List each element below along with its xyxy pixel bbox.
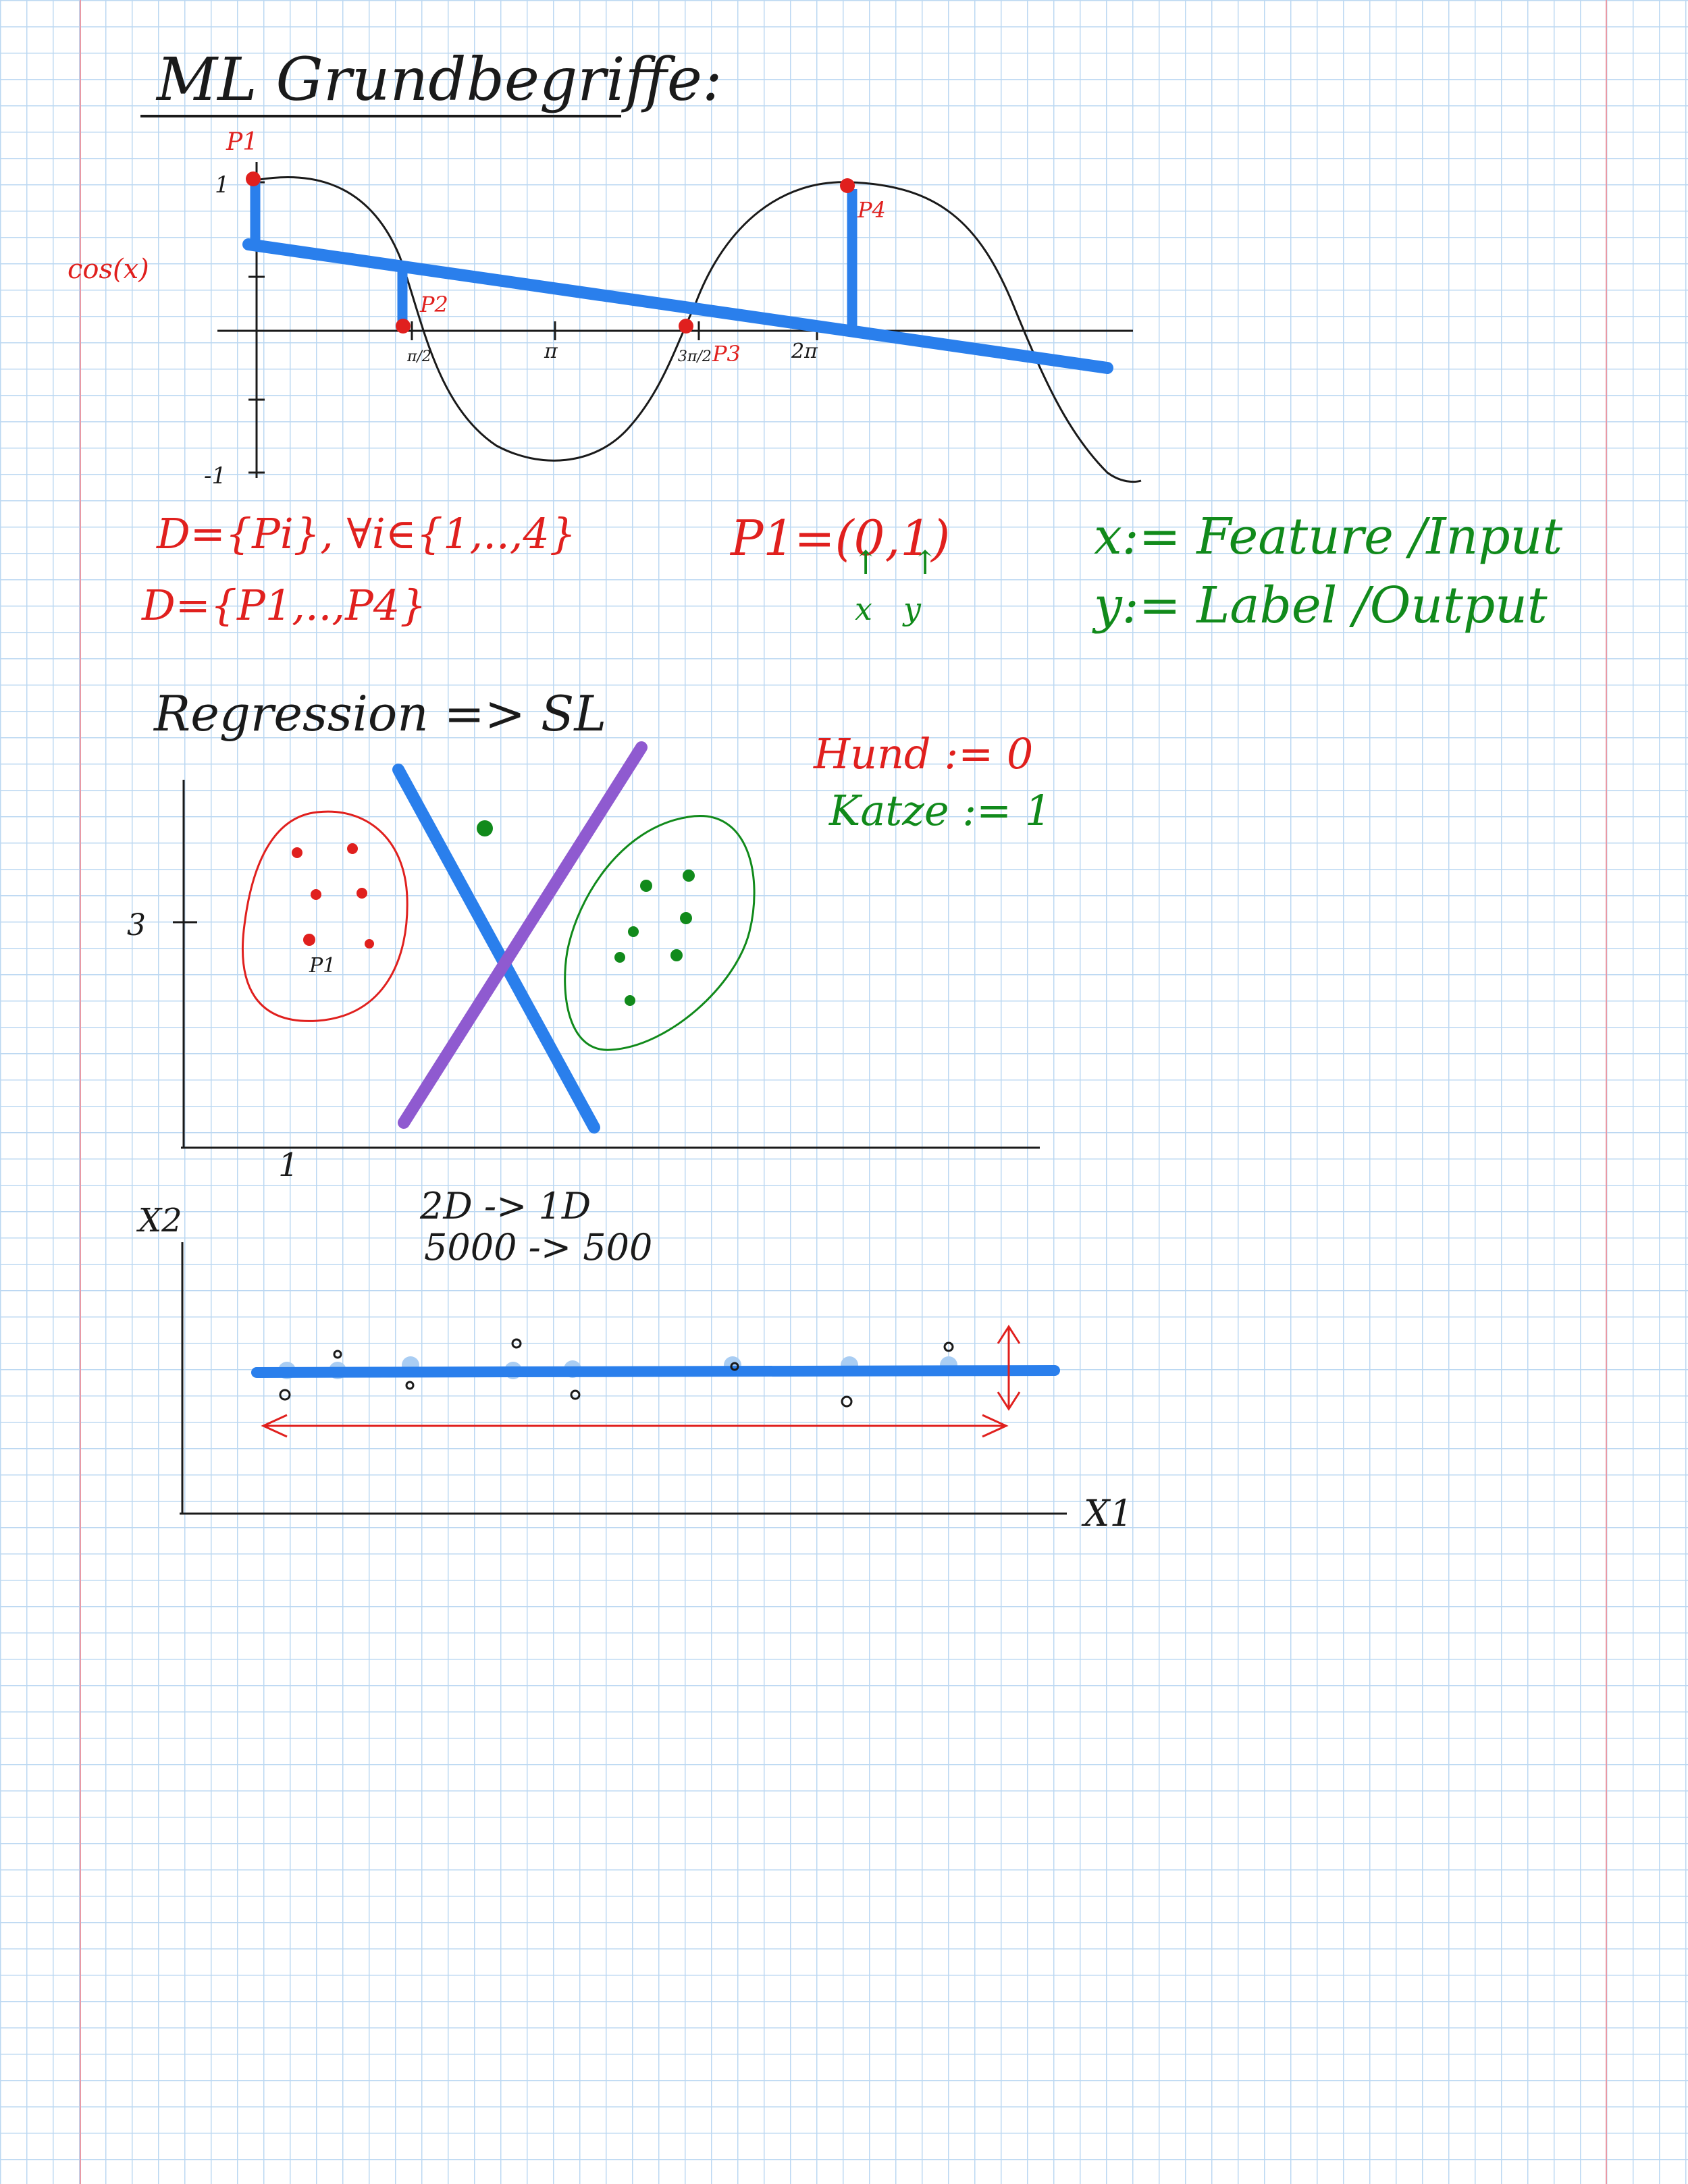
spread-arrow-head-right — [982, 1414, 1009, 1438]
katze-point — [680, 912, 692, 924]
projection-plot: X2 X1 — [136, 1202, 1133, 1535]
scatter-y-tick-label: 3 — [127, 908, 146, 942]
variance-arrow-head-bottom — [997, 1391, 1021, 1411]
dataset-list: D={P1,..,P4} — [141, 581, 427, 630]
cos-y-axis-label: cos(x) — [68, 254, 149, 285]
katze-point — [614, 952, 625, 963]
cos-point-label-p2: P2 — [419, 292, 448, 317]
left-margin-line — [80, 0, 81, 2184]
blue-separator-line — [392, 764, 600, 1134]
projection-x-axis-label: X1 — [1081, 1492, 1133, 1535]
point-example: P1=(0,1) — [729, 510, 950, 566]
dimension-reduction-note: 2D -> 1D — [419, 1185, 591, 1227]
hund-cluster-outline — [242, 810, 408, 1022]
hund-point — [347, 843, 358, 854]
cos-point-label-p4: P4 — [857, 197, 886, 223]
point-y-label: y — [902, 591, 922, 627]
label-definition: y:= Label /Output — [1092, 577, 1548, 635]
point-x-arrow: ↑ — [852, 544, 879, 582]
cos-point-p1 — [246, 171, 261, 186]
katze-point — [628, 926, 639, 937]
x-tick-label-pi-half: π/2 — [406, 348, 431, 365]
hund-point — [357, 888, 367, 899]
katze-definition: Katze := 1 — [828, 786, 1051, 835]
count-reduction-note: 5000 -> 500 — [424, 1226, 652, 1269]
cosine-curve — [250, 176, 1142, 483]
original-point — [511, 1338, 522, 1349]
variance-arrow-head-top — [997, 1325, 1021, 1344]
cos-point-p3 — [679, 319, 693, 334]
projection-line — [251, 1365, 1060, 1378]
feature-definition: x:= Feature /Input — [1094, 508, 1562, 566]
x-tick-label-pi: π — [544, 340, 558, 363]
x-tick-label-2pi: 2π — [791, 340, 818, 363]
katze-point — [640, 880, 652, 892]
katze-cluster-outline — [564, 815, 756, 1051]
y-tick-label-1: 1 — [215, 171, 230, 198]
original-point — [943, 1341, 954, 1352]
katze-outlier-point — [477, 820, 493, 836]
original-point — [405, 1381, 415, 1390]
cos-point-p4 — [840, 178, 855, 193]
point-x-label: x — [855, 591, 872, 627]
original-point — [841, 1395, 853, 1408]
page-title: ML Grundbegriffe: — [155, 45, 722, 114]
classification-plot: 3 1 P1 — [127, 741, 1040, 1184]
katze-point — [625, 995, 635, 1006]
hund-point — [311, 889, 321, 900]
original-point — [333, 1350, 342, 1359]
cos-point-label-p3: P3 — [712, 341, 741, 367]
projection-y-axis-label: X2 — [136, 1202, 182, 1240]
purple-separator-line — [398, 741, 648, 1129]
spread-arrow-head-left — [261, 1414, 288, 1438]
regression-heading: Regression => SL — [153, 685, 606, 742]
hund-point — [292, 847, 302, 858]
scatter-point-label: P1 — [309, 954, 336, 978]
original-point — [570, 1389, 581, 1400]
right-margin-line — [1606, 0, 1607, 2184]
cos-point-label-p1: P1 — [226, 128, 258, 156]
hund-point — [365, 939, 374, 949]
y-tick-label-minus-1: -1 — [204, 462, 226, 489]
point-y-arrow: ↑ — [912, 544, 939, 582]
cos-point-p2 — [396, 319, 411, 334]
original-point — [279, 1389, 291, 1401]
katze-point — [683, 870, 695, 882]
katze-point — [670, 949, 683, 961]
hund-definition: Hund := 0 — [813, 729, 1033, 778]
hund-point — [303, 934, 315, 946]
cosine-plot: 1 -1 π/2 π 3π/2 2π cos(x) P1 P2 P3 P4 — [68, 128, 1142, 489]
original-point — [730, 1362, 739, 1371]
x-tick-label-3pi-half: 3π/2 — [678, 348, 712, 365]
dataset-definition: D={Pi}, ∀i∈{1,..,4} — [156, 509, 576, 558]
scatter-x-tick-label: 1 — [278, 1146, 299, 1184]
regression-line — [242, 238, 1113, 374]
